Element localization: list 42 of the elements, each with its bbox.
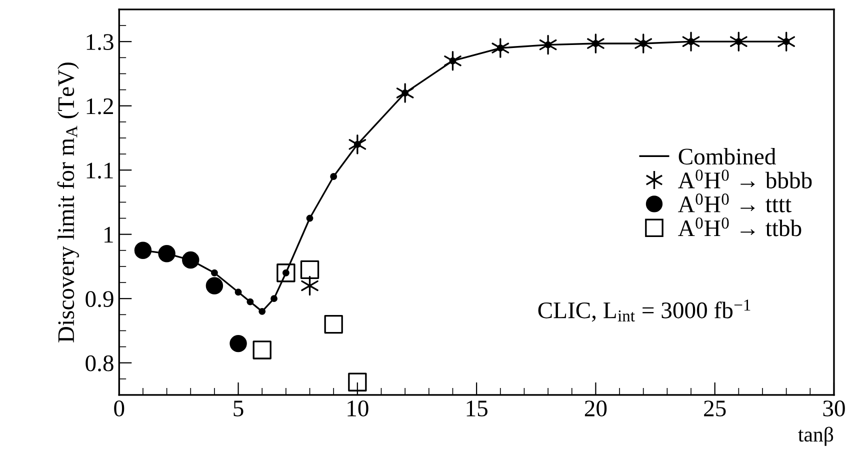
annotation: CLIC, L$_{int}$ = 3000 fb$^{−1}$ xyxy=(538,300,750,322)
point xyxy=(301,276,318,296)
point xyxy=(778,32,795,52)
legend-label: A$^{0}$H$^{0}$ → ttbb xyxy=(678,217,802,236)
x-tick-label: 5 xyxy=(234,400,244,416)
point xyxy=(330,173,338,180)
point xyxy=(348,372,367,392)
point xyxy=(234,288,242,296)
x-axis-title: tanβ xyxy=(798,426,834,446)
point xyxy=(210,269,218,276)
x-tick-label: 30 xyxy=(823,400,845,416)
point xyxy=(182,251,200,269)
point xyxy=(730,32,748,52)
point xyxy=(270,295,278,302)
y-tick-label: 1.3 xyxy=(86,34,114,50)
point xyxy=(206,277,224,294)
x-tick-label: 20 xyxy=(584,400,607,416)
y-tick-label: 0.9 xyxy=(86,291,114,308)
point xyxy=(134,242,152,260)
y-tick-label: 1.2 xyxy=(86,98,113,114)
x-tick-label: 0 xyxy=(114,400,124,416)
point xyxy=(246,298,254,306)
legend-label: A$^{0}$H$^{0}$ → tttt xyxy=(678,194,792,212)
y-axis-title: Discovery limit for m$_{A}$ (TeV) xyxy=(57,62,79,342)
legend-label: Combined xyxy=(678,148,776,165)
point xyxy=(492,38,510,58)
x-tick-label: 10 xyxy=(348,400,368,416)
y-tick-label: 0.8 xyxy=(86,355,114,372)
point xyxy=(682,32,700,52)
point xyxy=(230,334,247,352)
point xyxy=(158,244,176,262)
x-tick-label: 15 xyxy=(466,400,488,416)
point xyxy=(258,308,266,315)
legend-label: A$^{0}$H$^{0}$ → bbbb xyxy=(678,170,812,188)
point xyxy=(306,214,314,222)
point xyxy=(300,260,320,280)
point xyxy=(324,314,343,334)
y-tick-label: 1.1 xyxy=(86,162,113,179)
point xyxy=(252,340,272,360)
point xyxy=(444,50,462,71)
y-tick-label: 1 xyxy=(104,226,113,243)
x-tick-label: 25 xyxy=(704,400,726,416)
